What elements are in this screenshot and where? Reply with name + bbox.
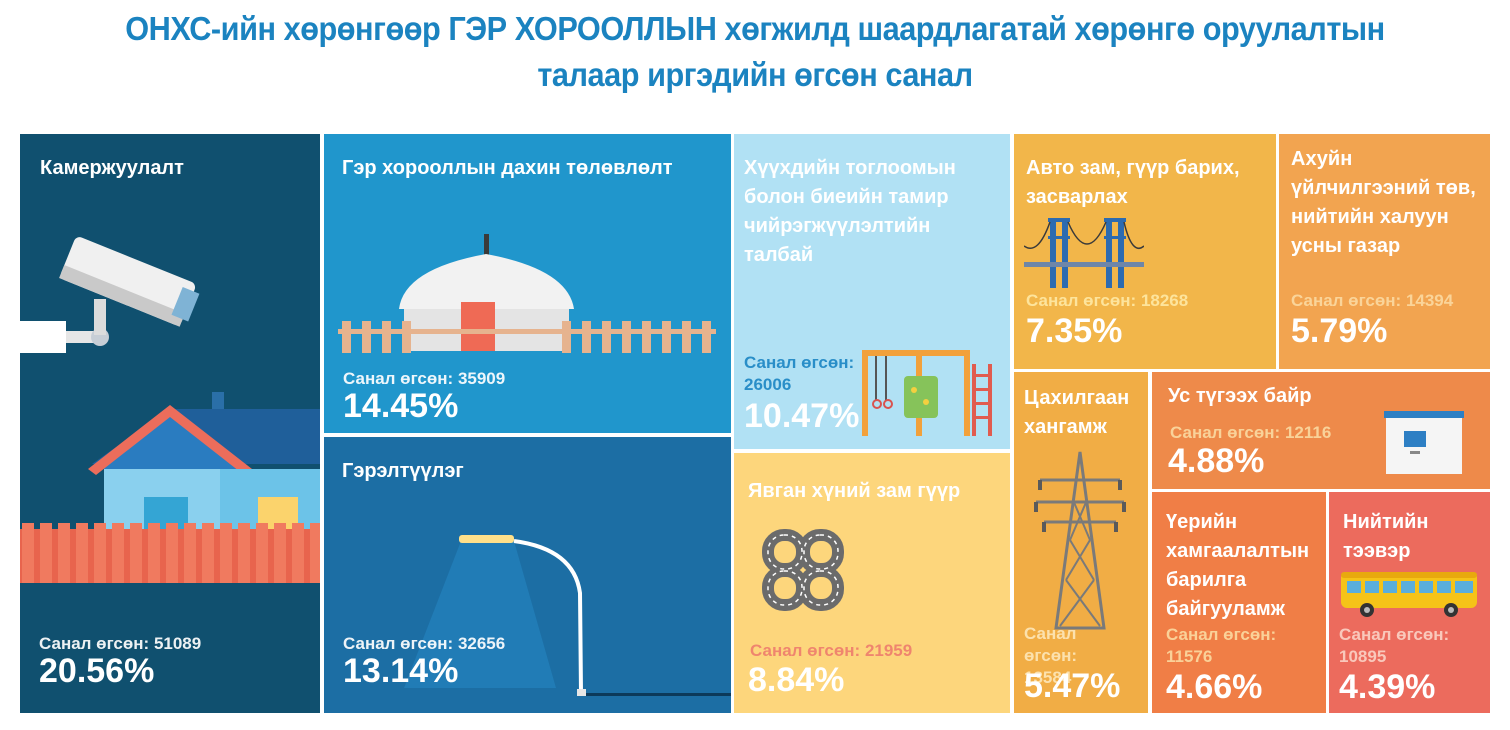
tile-votes: Санал өгсөн: 32656 (343, 633, 505, 655)
tile-power: Цахилгаан хангамж Санал өгсөн: 13584 5.47… (1014, 372, 1148, 713)
tile-votes: Санал өгсөн: 12116 (1170, 422, 1331, 444)
tile-label: Камержуулалт (40, 157, 184, 179)
tile-votes: Санал өгсөн: 51089 (39, 633, 201, 655)
tile-percent: 4.66% (1166, 668, 1263, 706)
tile-votes: Санал өгсөн: 35909 (343, 368, 505, 390)
vote-count: 12116 (1284, 423, 1332, 442)
tile-label: Нийтийн тээвэр (1343, 511, 1429, 562)
tile-label: Ахуйн үйлчилгээний төв, нийтийн халуун у… (1291, 148, 1476, 257)
tile-votes: Санал өгсөн: 21959 (750, 640, 912, 662)
tile-percent: 20.56% (39, 652, 155, 690)
tile-votes: Санал өгсөн: 14394 (1291, 290, 1453, 312)
tile-percent: 4.39% (1339, 668, 1436, 706)
page-title: ОНХС-ийн хөрөнгөөр ГЭР ХОРООЛЛЫН хөгжилд… (53, 6, 1457, 98)
vote-label: Санал өгсөн: (1026, 291, 1137, 310)
vote-label: Санал өгсөн: (744, 353, 855, 372)
road-interchange-icon (762, 529, 844, 611)
vote-label: Санал өгсөн: (1170, 423, 1281, 442)
ger-yurt-icon (338, 234, 716, 353)
tile-percent: 5.47% (1024, 667, 1121, 705)
tile-label: Ус түгээх байр (1168, 385, 1312, 407)
tile-replan: Гэр хорооллын дахин төлөвлөлт Санал өгсө… (324, 134, 731, 433)
vote-label: Санал өгсөн: (1024, 624, 1078, 665)
tile-playground: Хүүхдийн тоглоомын болон биеийн тамир чи… (734, 134, 1010, 449)
vote-count: 10895 (1339, 647, 1387, 666)
vote-count: 32656 (457, 634, 506, 653)
tile-percent: 14.45% (343, 387, 459, 425)
bridge-icon (1024, 218, 1144, 288)
tile-percent: 5.79% (1291, 312, 1388, 350)
vote-count: 11576 (1166, 647, 1213, 666)
tile-lighting: Гэрэлтүүлэг Санал өгсөн: 32656 13.14% (324, 437, 731, 713)
tile-label: Гэрэлтүүлэг (342, 460, 464, 482)
playground-icon (862, 350, 992, 436)
tile-votes: Санал өгсөн: 11576 (1166, 624, 1316, 668)
tile-percent: 4.88% (1168, 442, 1265, 480)
tile-votes: Санал өгсөн: 10895 (1339, 624, 1479, 668)
tile-camera: Камержуулалт (20, 134, 320, 713)
tile-pedestrian: Явган хүний зам гүүр Санал өгсөн: 21959 … (734, 453, 1010, 713)
tile-label: Цахилгаан хангамж (1024, 387, 1130, 438)
tile-label: Явган хүний зам гүүр (748, 480, 961, 502)
vote-label: Санал өгсөн: (750, 641, 861, 660)
tile-label: Авто зам, гүүр барих, засварлах (1026, 157, 1240, 208)
tile-percent: 13.14% (343, 652, 459, 690)
tile-label: Гэр хорооллын дахин төлөвлөлт (342, 157, 673, 179)
tile-service: Ахуйн үйлчилгээний төв, нийтийн халуун у… (1279, 134, 1490, 369)
vote-count: 26006 (744, 375, 792, 394)
bus-icon (1341, 572, 1477, 617)
tile-label: Үерийн хамгаалалтын барилга байгууламж (1166, 511, 1310, 620)
tile-votes: Санал өгсөн: 26006 (744, 352, 864, 396)
tile-label: Хүүхдийн тоглоомын болон биеийн тамир чи… (744, 157, 956, 266)
tile-percent: 7.35% (1026, 312, 1123, 350)
tile-transport: Нийтийн тээвэр Санал өгсөн: 10895 4.39% (1329, 492, 1490, 713)
tile-percent: 10.47% (744, 397, 860, 435)
vote-count: 21959 (864, 641, 913, 660)
vote-label: Санал өгсөн: (1166, 625, 1277, 644)
tile-flood: Үерийн хамгаалалтын барилга байгууламж С… (1152, 492, 1326, 713)
vote-count: 14394 (1405, 291, 1454, 310)
title-line-2: талаар иргэдийн өгсөн санал (537, 56, 973, 93)
title-line-1: ОНХС-ийн хөрөнгөөр ГЭР ХОРООЛЛЫН хөгжилд… (125, 10, 1385, 47)
tile-votes: Санал өгсөн: 18268 (1026, 290, 1188, 312)
tile-water: Ус түгээх байр Санал өгсөн: 12116 4.88% (1152, 372, 1490, 489)
cctv-house-icon (20, 237, 320, 583)
tile-road: Авто зам, гүүр барих, засварлах Санал өг… (1014, 134, 1276, 369)
tile-votes: Санал өгсөн: 13584 (1024, 623, 1134, 689)
power-tower-icon (1034, 451, 1126, 630)
vote-count: 13584 (1024, 668, 1072, 687)
vote-label: Санал өгсөн: (1291, 291, 1402, 310)
street-lamp-icon (404, 535, 731, 696)
vote-label: Санал өгсөн: (343, 369, 454, 388)
water-kiosk-icon (1384, 411, 1464, 474)
vote-count: 18268 (1140, 291, 1189, 310)
tile-percent: 8.84% (748, 661, 845, 699)
vote-count: 35909 (457, 369, 506, 388)
vote-label: Санал өгсөн: (343, 634, 454, 653)
vote-count: 51089 (153, 634, 202, 653)
vote-label: Санал өгсөн: (39, 634, 150, 653)
vote-label: Санал өгсөн: (1339, 625, 1450, 644)
